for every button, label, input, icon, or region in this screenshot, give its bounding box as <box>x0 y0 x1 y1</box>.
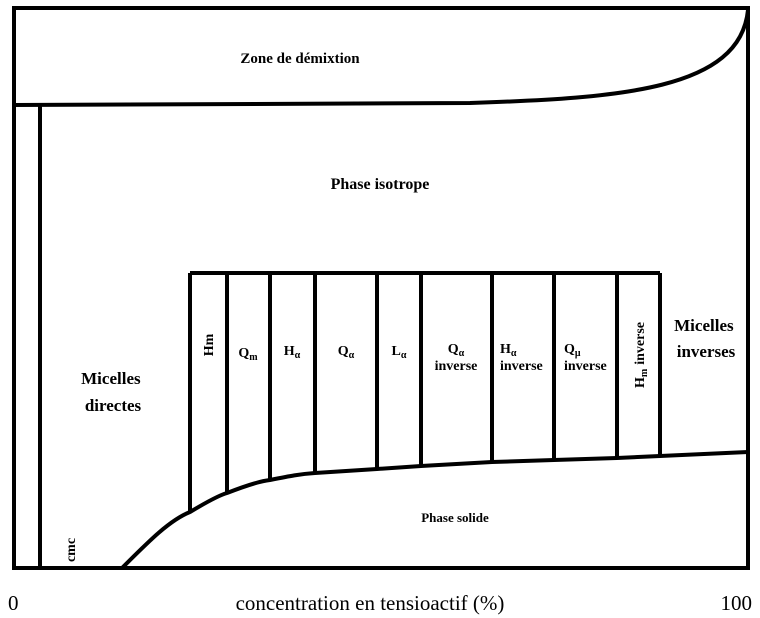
sub: α <box>511 348 517 359</box>
cmc-label: cmc <box>64 538 79 562</box>
phase-label: Qα <box>338 344 355 361</box>
main: H <box>284 344 295 359</box>
line: directes <box>85 396 142 415</box>
suffix: inverse <box>633 322 648 365</box>
axis-max: 100 <box>721 591 753 615</box>
micelles-inverses-label: Micelles inverses <box>674 316 738 361</box>
phase-labels: Hm Qm Hα Qα Lα Qα inverse Hα inverse Qμ inv… <box>202 322 650 388</box>
line: Micelles <box>674 316 734 335</box>
sub: m <box>249 352 258 363</box>
micelles-directes-label: Micelles directes <box>81 369 145 415</box>
main: Q <box>564 342 575 357</box>
suffix: inverse <box>564 359 607 374</box>
demixtion-boundary <box>13 9 750 107</box>
phase-label: Qm <box>238 346 258 363</box>
suffix: inverse <box>500 359 543 374</box>
main: Q <box>338 344 349 359</box>
axis-min: 0 <box>8 591 19 615</box>
line: inverses <box>677 342 736 361</box>
phase-separators <box>188 273 662 512</box>
phase-label: Lα <box>392 344 407 361</box>
sub: α <box>295 350 301 361</box>
phase-label: Hm inverse <box>633 322 650 388</box>
phase-label: Hα <box>284 344 301 361</box>
zone-label: Zone de démixtion <box>240 51 360 67</box>
main: Q <box>448 342 459 357</box>
main: H <box>500 342 511 357</box>
phase-label: Hm <box>202 333 217 356</box>
main: L <box>392 344 401 359</box>
sub: α <box>459 348 465 359</box>
sub: α <box>401 350 407 361</box>
line: Micelles <box>81 369 141 388</box>
main: Q <box>238 346 249 361</box>
suffix: inverse <box>435 359 478 374</box>
sub: m <box>639 368 650 377</box>
frame <box>12 6 750 570</box>
phase-label: Qμ inverse <box>564 342 607 374</box>
phase-label: Hα inverse <box>500 342 543 374</box>
phase-label: Qα inverse <box>435 342 478 374</box>
sub: μ <box>575 348 581 359</box>
sub: α <box>349 350 355 361</box>
solide-label: Phase solide <box>421 510 489 525</box>
solid-boundary <box>120 450 749 570</box>
main: H <box>633 377 648 388</box>
isotrope-label: Phase isotrope <box>331 176 430 193</box>
axis-label: concentration en tensioactif (%) <box>236 591 505 615</box>
